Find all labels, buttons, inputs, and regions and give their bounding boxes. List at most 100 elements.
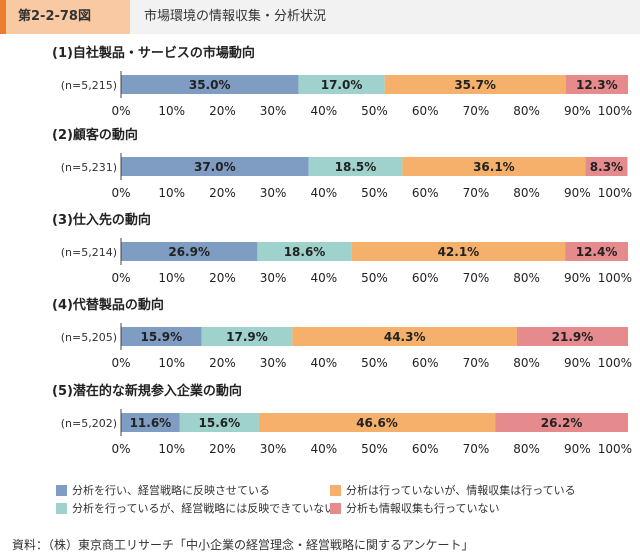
legend-label-4: 分析も情報収集も行っていない: [346, 502, 500, 515]
chart-5-bar-2: [179, 413, 259, 432]
chart-4-tick-label: 10%: [158, 356, 185, 370]
chart-2-tick-label: 50%: [361, 186, 388, 200]
legend-label-1: 分析を行い、経営戦略に反映させている: [72, 484, 270, 497]
legend-label-3: 分析は行っていないが、情報収集は行っている: [346, 484, 576, 497]
chart-1-data-label-1: 35.0%: [189, 78, 231, 92]
chart-2-bar-2: [308, 157, 403, 176]
chart-4-bar-3: [292, 327, 517, 346]
chart-2-data-label-2: 18.5%: [335, 160, 377, 174]
chart-2-bar-3: [402, 157, 586, 176]
chart-4-data-label-4: 21.9%: [552, 330, 594, 344]
chart-2-bar-4: [585, 157, 628, 176]
chart-4-tick-label: 0%: [111, 356, 130, 370]
figure-title: 市場環境の情報収集・分析状況: [144, 9, 327, 24]
chart-2-tick-label: 20%: [209, 186, 236, 200]
chart-5-data-label-1: 11.6%: [130, 416, 172, 430]
chart-3-tick-label: 20%: [209, 271, 236, 285]
chart-4-tick-label: 20%: [209, 356, 236, 370]
chart-3-data-label-4: 12.4%: [576, 245, 618, 259]
chart-4-tick-label: 70%: [463, 356, 490, 370]
chart-5-tick-label: 30%: [260, 442, 287, 456]
chart-5-tick-label: 80%: [513, 442, 540, 456]
chart-1-tick-label: 100%: [598, 104, 632, 118]
chart-1-n-label: (n=5,215): [61, 79, 117, 92]
chart-3-tick-label: 100%: [598, 271, 632, 285]
chart-4-title: (4)代替製品の動向: [52, 297, 164, 313]
chart-3-data-label-1: 26.9%: [168, 245, 210, 259]
legend-swatch-2: [56, 503, 67, 514]
chart-4-tick-label: 40%: [310, 356, 337, 370]
chart-5-tick-label: 10%: [158, 442, 185, 456]
chart-3-tick-label: 10%: [158, 271, 185, 285]
chart-1-bar-3: [384, 75, 566, 94]
chart-1-tick-label: 40%: [310, 104, 337, 118]
chart-4-tick-label: 90%: [564, 356, 591, 370]
chart-3-bar-3: [351, 242, 566, 261]
chart-5-tick-label: 60%: [412, 442, 439, 456]
chart-3-tick-label: 60%: [412, 271, 439, 285]
chart-5-data-label-4: 26.2%: [541, 416, 583, 430]
legend-swatch-1: [56, 485, 67, 496]
chart-1-data-label-2: 17.0%: [321, 78, 363, 92]
chart-3-n-label: (n=5,214): [61, 246, 117, 259]
chart-3-tick-label: 0%: [111, 271, 130, 285]
chart-3-data-label-2: 18.6%: [284, 245, 326, 259]
chart-4-n-label: (n=5,205): [61, 331, 117, 344]
legend-swatch-3: [330, 485, 341, 496]
chart-2-data-label-3: 36.1%: [473, 160, 515, 174]
chart-5-bar-1: [121, 413, 180, 432]
chart-3-tick-label: 90%: [564, 271, 591, 285]
chart-1-data-label-3: 35.7%: [454, 78, 496, 92]
chart-5-tick-label: 90%: [564, 442, 591, 456]
chart-2-bar-1: [121, 157, 309, 176]
chart-1-tick-label: 30%: [260, 104, 287, 118]
chart-2-n-label: (n=5,231): [61, 161, 117, 174]
chart-1-tick-label: 50%: [361, 104, 388, 118]
chart-3-tick-label: 50%: [361, 271, 388, 285]
legend-label-2: 分析を行っているが、経営戦略には反映できていない: [72, 502, 336, 515]
chart-5-tick-label: 100%: [598, 442, 632, 456]
chart-3-title: (3)仕入先の動向: [52, 212, 151, 228]
chart-1-bar-4: [565, 75, 628, 94]
chart-5-bar-4: [495, 413, 628, 432]
chart-5-tick-label: 20%: [209, 442, 236, 456]
chart-3-tick-label: 70%: [463, 271, 490, 285]
chart-4-tick-label: 80%: [513, 356, 540, 370]
chart-5-tick-label: 0%: [111, 442, 130, 456]
chart-1-tick-label: 60%: [412, 104, 439, 118]
chart-3-bar-2: [257, 242, 352, 261]
chart-4-data-label-1: 15.9%: [140, 330, 182, 344]
chart-5-data-label-2: 15.6%: [199, 416, 241, 430]
chart-5-data-label-3: 46.6%: [356, 416, 398, 430]
chart-2-title: (2)顧客の動向: [52, 127, 138, 143]
chart-2-tick-label: 30%: [260, 186, 287, 200]
chart-1-tick-label: 80%: [513, 104, 540, 118]
chart-4-bar-2: [201, 327, 293, 346]
chart-4-bar-1: [121, 327, 202, 346]
chart-1-title: (1)自社製品・サービスの市場動向: [52, 45, 255, 61]
chart-1-tick-label: 0%: [111, 104, 130, 118]
chart-4-tick-label: 50%: [361, 356, 388, 370]
chart-2-tick-label: 90%: [564, 186, 591, 200]
chart-2-tick-label: 70%: [463, 186, 490, 200]
chart-4-data-label-2: 17.9%: [226, 330, 268, 344]
chart-2-tick-label: 40%: [310, 186, 337, 200]
chart-2-tick-label: 0%: [111, 186, 130, 200]
chart-1-tick-label: 70%: [463, 104, 490, 118]
chart-3-bar-4: [565, 242, 628, 261]
chart-2-tick-label: 80%: [513, 186, 540, 200]
chart-2-tick-label: 60%: [412, 186, 439, 200]
chart-2-tick-label: 10%: [158, 186, 185, 200]
chart-2-data-label-1: 37.0%: [194, 160, 236, 174]
chart-4-tick-label: 100%: [598, 356, 632, 370]
chart-3-data-label-3: 42.1%: [438, 245, 480, 259]
chart-1-bar-1: [121, 75, 299, 94]
chart-5-tick-label: 40%: [310, 442, 337, 456]
figure-number: 第2-2-78図: [0, 0, 130, 34]
legend-swatch-4: [330, 503, 341, 514]
chart-5-bar-3: [258, 413, 496, 432]
chart-1-tick-label: 90%: [564, 104, 591, 118]
figure-header: 第2-2-78図 市場環境の情報収集・分析状況: [0, 0, 640, 34]
chart-5-n-label: (n=5,202): [61, 417, 117, 430]
